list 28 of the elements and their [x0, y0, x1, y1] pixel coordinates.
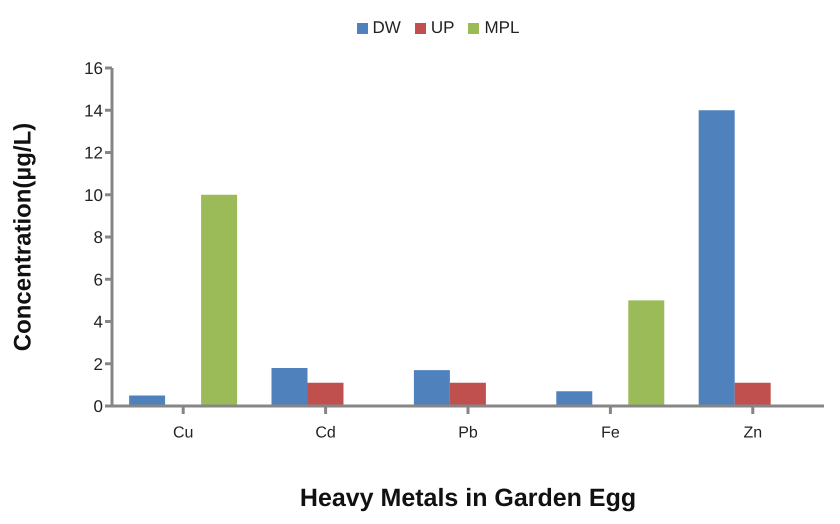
y-tick-label: 0 — [94, 397, 103, 416]
y-axis-title: Concentration(µg/L) — [10, 122, 37, 352]
bar — [450, 382, 486, 406]
legend-label: UP — [430, 18, 454, 38]
y-tick-label: 16 — [84, 59, 103, 78]
y-tick-label: 10 — [84, 186, 103, 205]
y-tick-label: 2 — [94, 354, 103, 374]
y-tick-label: 6 — [94, 270, 103, 290]
bar — [698, 110, 735, 406]
x-tick-label: Fe — [601, 424, 620, 442]
x-tick-label: Cu — [172, 424, 194, 442]
bar — [271, 368, 308, 406]
x-tick-label: Pb — [458, 424, 478, 442]
bar — [414, 370, 450, 406]
y-tick-label: 8 — [94, 228, 103, 248]
bar — [734, 382, 771, 406]
y-tick-label: 14 — [84, 101, 103, 120]
legend-label: MPL — [483, 18, 520, 38]
x-tick-label: Cd — [315, 424, 336, 442]
bar — [307, 382, 344, 406]
y-tick-label: 12 — [84, 144, 103, 163]
y-tick-label: 4 — [94, 312, 103, 332]
x-tick-label: Zn — [743, 424, 762, 442]
bar — [556, 391, 592, 406]
legend-label: DW — [372, 18, 401, 38]
x-axis-title: Heavy Metals in Garden Egg — [300, 484, 636, 512]
bar — [628, 300, 664, 406]
bar — [201, 194, 238, 406]
